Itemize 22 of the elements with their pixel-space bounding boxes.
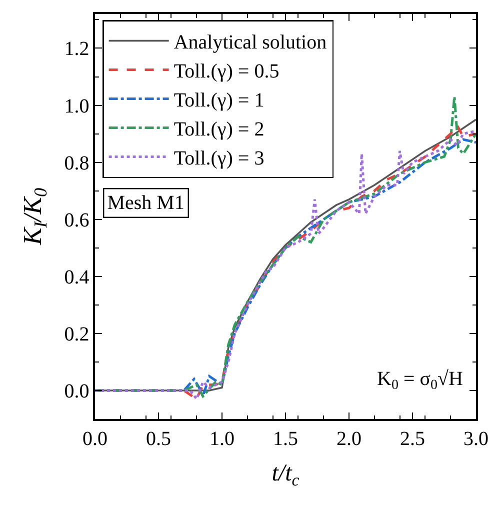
annotation: Mesh M1 bbox=[107, 192, 184, 214]
x-tick-label: 3.0 bbox=[464, 428, 488, 450]
y-tick-label: 0.0 bbox=[64, 380, 90, 402]
y-tick-label: 0.2 bbox=[64, 323, 90, 346]
x-axis-title: t/t$_{c}$ bbox=[272, 460, 300, 490]
legend-label: Analytical solution bbox=[174, 32, 327, 54]
x-tick-label: 0.0 bbox=[82, 428, 108, 450]
y-tick-label: 1.0 bbox=[64, 95, 90, 118]
x-tick-label: 0.5 bbox=[146, 428, 171, 450]
x-tick-label: 1.5 bbox=[273, 428, 298, 450]
legend-label: Toll.(γ) = 3 bbox=[174, 148, 264, 170]
legend-label: Toll.(γ) = 2 bbox=[174, 118, 264, 141]
y-tick-label: 0.8 bbox=[64, 152, 90, 174]
annotation: K$_{0}$ = σ$_{0}$√H bbox=[377, 368, 463, 394]
x-tick-label: 2.5 bbox=[400, 428, 425, 450]
x-tick-label: 1.0 bbox=[210, 428, 234, 450]
y-tick-label: 0.6 bbox=[64, 209, 90, 232]
legend-label: Toll.(γ) = 1 bbox=[174, 90, 264, 112]
x-tick-label: 2.0 bbox=[336, 428, 362, 450]
y-tick-label: 0.4 bbox=[64, 266, 90, 288]
y-tick-label: 1.2 bbox=[64, 38, 90, 60]
legend-label: Toll.(γ) = 0.5 bbox=[174, 60, 280, 83]
